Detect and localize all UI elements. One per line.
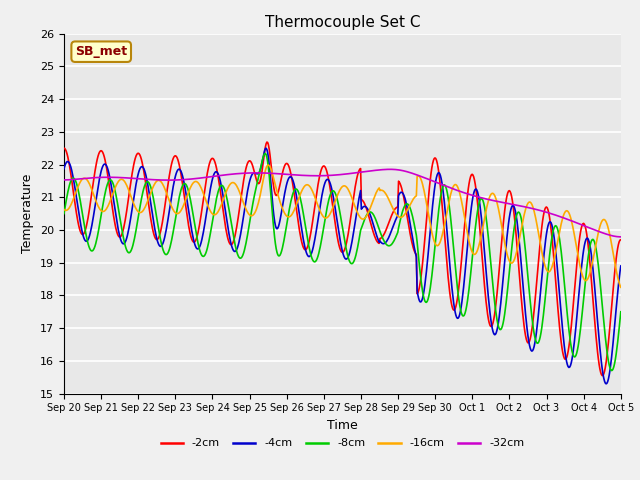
Title: Thermocouple Set C: Thermocouple Set C	[265, 15, 420, 30]
Y-axis label: Temperature: Temperature	[22, 174, 35, 253]
X-axis label: Time: Time	[327, 419, 358, 432]
Legend: -2cm, -4cm, -8cm, -16cm, -32cm: -2cm, -4cm, -8cm, -16cm, -32cm	[156, 434, 529, 453]
Text: SB_met: SB_met	[75, 45, 127, 58]
